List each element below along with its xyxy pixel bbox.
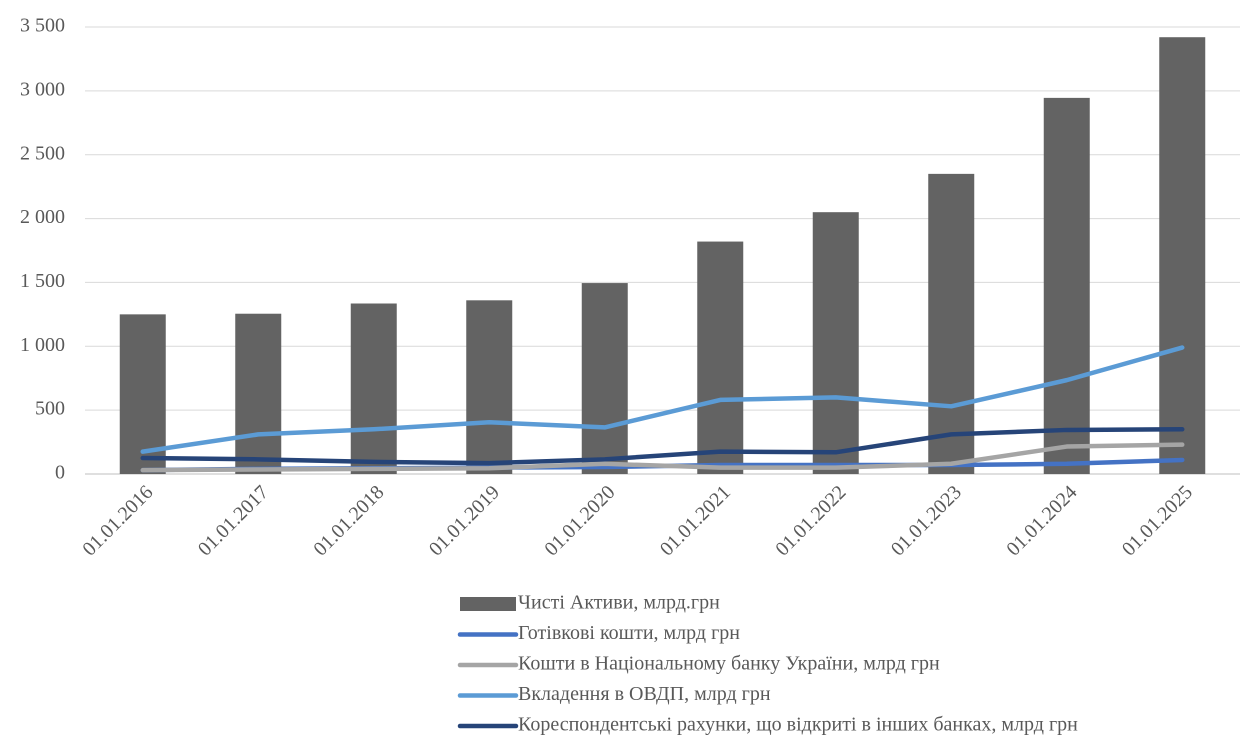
y-tick-label: 1 000 [20,334,65,356]
line [140,427,1185,466]
x-tick-label: 01.01.2017 [194,481,273,560]
legend-label: Кореспондентські рахунки, що відкриті в … [518,714,1078,736]
legend-label: Кошти в Національному банку України, млр… [518,653,940,675]
bar [812,212,859,474]
y-tick-label: 500 [35,398,65,420]
x-tick-label: 01.01.2021 [656,481,735,560]
y-tick-label: 2 500 [20,142,65,164]
bar [1159,37,1206,475]
line [140,442,1185,473]
x-tick-label: 01.01.2019 [425,481,504,560]
bar [466,300,513,474]
x-tick-label: 01.01.2025 [1118,481,1197,560]
y-tick-label: 0 [55,462,65,484]
x-tick-label: 01.01.2024 [1002,481,1081,560]
legend-label: Чисті Активи, млрд.грн [518,592,720,614]
x-tick-label: 01.01.2018 [309,481,388,560]
x-tick-label: 01.01.2016 [78,481,157,560]
y-tick-label: 2 000 [20,206,65,228]
x-tick-label: 01.01.2022 [771,481,850,560]
line [140,345,1185,454]
y-tick-label: 3 500 [20,15,65,37]
y-tick-label: 1 500 [20,270,65,292]
bar [235,313,282,474]
bar [581,283,628,474]
legend-swatch [460,597,516,611]
legend-label: Вкладення в ОВДП, млрд грн [518,683,771,705]
x-tick-label: 01.01.2023 [887,481,966,560]
bar [1043,97,1090,474]
bar [697,241,744,474]
x-tick-label: 01.01.2020 [540,481,619,560]
legend-label: Готівкові кошти, млрд грн [518,622,740,644]
y-tick-label: 3 000 [20,78,65,100]
bar [928,173,975,474]
bar [350,303,397,474]
